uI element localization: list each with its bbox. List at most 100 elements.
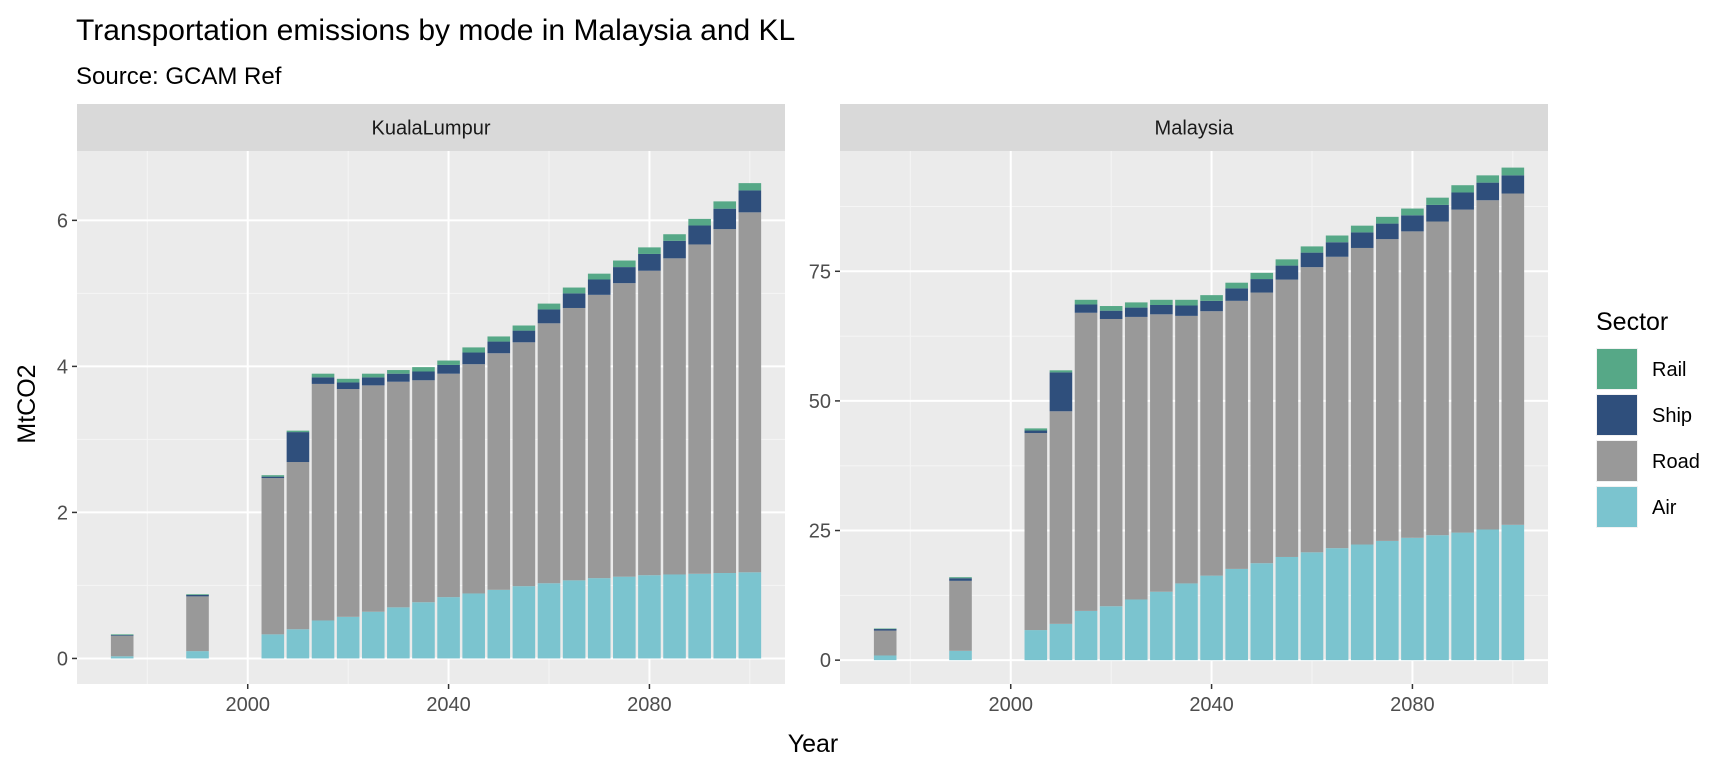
bar-ship-2065 [562,293,586,308]
y-tick-label: 0 [57,648,68,670]
bar-rail-2010 [286,430,310,433]
bar-road-2075 [613,283,636,577]
bar-air-2005 [261,634,285,659]
bar-air-1975 [873,655,897,661]
bar-ship-2080 [638,253,661,271]
bar-ship-2015 [311,377,335,384]
bar-rail-2095 [1476,175,1500,183]
legend-title: Sector [1596,308,1668,336]
bar-rail-2085 [1426,197,1449,205]
legend-label-ship: Ship [1652,405,1692,427]
bar-air-2080 [1401,537,1424,661]
x-tick-label: 2000 [225,694,270,716]
bar-ship-2040 [437,364,460,374]
bar-ship-2065 [1325,242,1349,257]
bar-air-1990 [186,651,209,659]
bar-road-2055 [1275,279,1299,557]
bar-ship-2035 [412,371,435,381]
bar-road-2010 [1049,411,1073,624]
bar-rail-2005 [261,475,285,477]
bar-ship-2095 [1476,182,1500,201]
bar-rail-2015 [1074,299,1098,305]
bar-road-2005 [261,478,285,635]
bar-air-2010 [1049,623,1073,661]
chart-subtitle: Source: GCAM Ref [76,63,282,90]
bar-ship-2060 [537,309,561,324]
bar-air-2010 [286,629,310,659]
bar-ship-2055 [512,330,536,343]
bar-air-2040 [1200,575,1223,661]
bar-air-2050 [487,589,511,659]
bar-rail-2035 [412,367,435,372]
bar-ship-2085 [663,240,686,259]
bar-ship-2010 [286,432,310,463]
bar-air-2055 [512,586,536,659]
bar-ship-2020 [1099,310,1123,319]
bar-rail-2015 [311,373,335,378]
bar-road-1990 [186,596,209,652]
bar-air-2075 [1376,540,1399,661]
bar-road-2045 [1225,300,1248,569]
bar-road-2070 [1350,247,1374,545]
bar-road-1975 [110,635,134,657]
bar-ship-2070 [1350,232,1374,248]
legend-label-air: Air [1652,497,1677,519]
bar-ship-2050 [487,341,511,354]
bar-ship-2075 [1376,223,1399,240]
bar-road-2085 [1426,221,1449,536]
bar-ship-2005 [261,476,285,479]
bar-air-2045 [1225,568,1248,661]
bar-road-2095 [1476,200,1500,530]
bar-rail-2045 [462,347,485,353]
bar-road-2050 [487,353,511,590]
bar-road-2070 [587,294,611,579]
bar-road-2020 [336,389,360,617]
bar-rail-2045 [1225,282,1248,289]
bar-air-2060 [537,583,561,659]
bar-road-2040 [437,373,460,598]
y-tick-label: 4 [57,356,68,378]
panel-kualalumpur: KualaLumpur 0 2 4 6 2000 2040 2080 [57,104,785,716]
bar-road-2095 [713,229,737,574]
bar-rail-1975 [110,634,134,636]
bar-ship-2090 [1451,192,1474,210]
bar-air-2065 [562,580,586,659]
y-tick-label: 6 [57,210,68,232]
bar-air-2035 [1175,583,1198,661]
bar-air-2095 [713,573,737,659]
legend-key-air [1597,487,1637,527]
bar-ship-2100 [738,190,762,213]
bar-rail-2025 [361,373,385,378]
y-tick-label: 0 [820,650,831,672]
bar-road-2075 [1376,239,1399,541]
bar-ship-2025 [361,377,385,386]
legend-key-ship [1597,395,1637,435]
bar-rail-2100 [738,183,762,191]
bar-road-1975 [873,630,897,656]
bar-road-2060 [1300,267,1324,553]
bar-air-2090 [688,573,711,659]
facet-strip [840,104,1548,151]
bar-road-2055 [512,342,536,587]
bar-road-2100 [1501,193,1525,525]
bar-rail-2065 [562,287,586,294]
bar-air-2020 [336,616,360,659]
bar-rail-2040 [1200,295,1223,301]
bar-road-1990 [949,580,972,651]
bar-rail-2030 [1150,299,1173,305]
bar-rail-2070 [1350,225,1374,233]
bar-ship-2045 [462,352,485,365]
y-tick-label: 75 [809,261,831,283]
bar-air-2085 [663,574,686,659]
bar-rail-2075 [1376,216,1399,224]
y-tick-label: 50 [809,391,831,413]
bar-rail-2095 [713,201,737,209]
x-tick-label: 2040 [1189,694,1234,716]
y-tick-label: 2 [57,502,68,524]
bar-air-2025 [361,611,385,659]
bar-rail-2080 [638,247,661,254]
bar-rail-2025 [1124,302,1148,308]
bar-rail-2070 [587,273,611,280]
bar-ship-2030 [1150,304,1173,315]
bar-rail-2060 [1300,246,1324,253]
